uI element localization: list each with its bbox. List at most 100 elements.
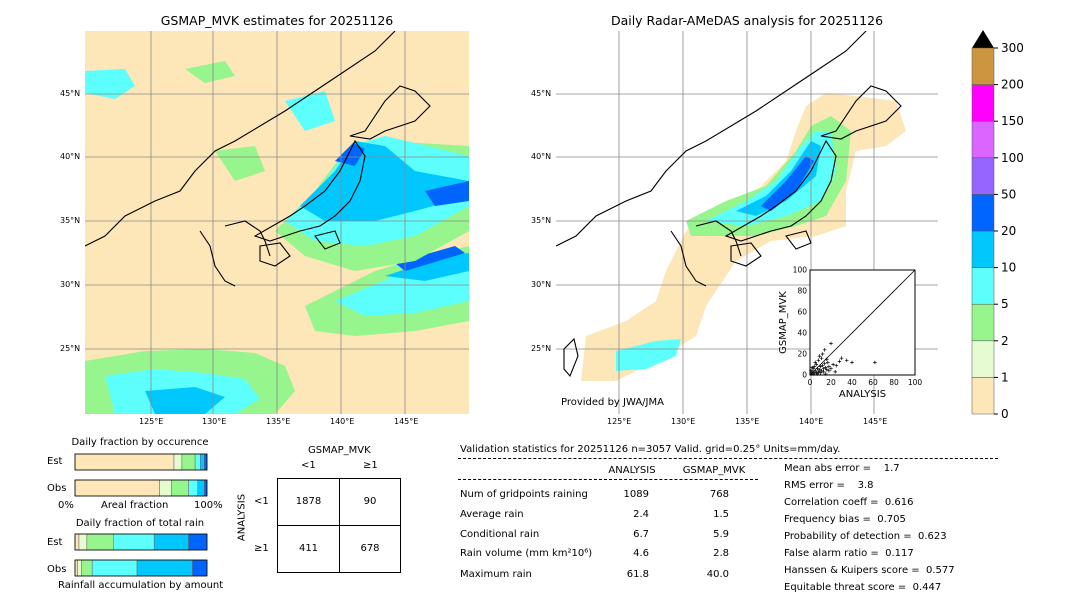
scatter-point [821,370,826,374]
scatter-point [823,372,828,376]
score-hk: Hanssen & Kuipers score = 0.577 [784,565,955,576]
occurrence-bar-segment [200,453,205,471]
colorbar: 0 1 2 5 10 20 50 100 150 200 300 [971,30,1024,421]
contingency-row-header: ANALYSIS [236,493,248,542]
left-lat-label-40: 40°N [60,152,81,161]
stat-gsmap-average: 1.5 [713,509,729,520]
data-credit: Provided by JWA/JMA [561,397,664,408]
scatter-point [817,367,822,372]
total-rain-bar-segment [86,533,114,551]
scatter-x-tick-label: 20 [826,378,836,387]
total-rain-bar-segment [136,559,193,577]
total-rain-bar-segment [81,559,93,577]
colorbar-tick-label: 20 [1001,224,1016,238]
colorbar-segment [971,340,995,378]
occurrence-bar-frame [74,453,208,471]
stat-gsmap-maximum: 40.0 [706,569,729,580]
right-lon-label-145: 145°E [863,417,888,426]
occurrence-bar-segment [181,453,196,471]
left-map-title: GSMAP_MVK estimates for 20251126 [160,13,394,28]
scatter-point [834,363,839,368]
right-lat-label-30: 30°N [531,280,552,289]
scatter-x-label: ANALYSIS [839,389,886,400]
scatter-x-tick-label: 60 [868,378,878,387]
occurrence-bar-segment [74,479,160,497]
colorbar-tick-label: 0 [1001,407,1009,421]
stat-gsmap-volume: 2.8 [713,548,729,559]
right-lon-label-130: 130°E [671,417,696,426]
left-map-coastline [85,31,431,287]
contingency-cell-fn: 411 [298,543,319,554]
total-rain-bar-segment [74,533,80,551]
left-lon-label-130: 130°E [202,417,227,426]
left-map [85,31,469,414]
stat-label-average: Average rain [460,509,524,520]
colorbar-tick-label: 2 [1001,334,1009,348]
occurrence-axis-left: 0% [58,500,74,511]
scatter-x-tick-label: 100 [908,378,923,387]
colorbar-tick-label: 5 [1001,297,1009,311]
stat-analysis-conditional: 6.7 [633,529,649,540]
left-lat-label-35: 35°N [60,216,81,225]
colorbar-tick-label: 10 [1001,261,1016,275]
scatter-point [818,364,823,369]
colorbar-tick-label: 300 [1001,41,1024,55]
occurrence-bar-segment [194,453,201,471]
stat-analysis-volume: 4.6 [633,548,649,559]
scatter-point [813,360,818,365]
total-rain-bar-frame [74,559,208,577]
total-rain-label-est: Est [47,537,63,548]
right-map-coastline [556,31,902,378]
score-mean-abs-error: Mean abs error = 1.7 [784,463,900,474]
scatter-point [819,356,824,360]
scatter-point [850,360,854,365]
left-lat-label-30: 30°N [60,280,81,289]
colorbar-segment [971,194,995,232]
occurrence-bar-segment [74,453,175,471]
right-lon-label-140: 140°E [799,417,824,426]
scatter-diagonal [809,269,916,376]
scatter-point [822,361,827,366]
contingency-cell-fp: 90 [363,496,377,507]
occurrence-bar-segment [171,479,189,497]
stat-analysis-average: 2.4 [633,509,649,520]
contingency-row-label-ge1: ≥1 [254,543,269,554]
scatter-y-tick-label: 0 [802,371,807,380]
scatter-y-tick-label: 20 [797,350,807,359]
contingency-table: 1878 90 411 678 [277,478,401,573]
right-lat-label-35: 35°N [531,216,552,225]
scatter-point [826,360,830,365]
occurrence-label-obs: Obs [47,483,67,494]
occurrence-label-est: Est [47,456,63,467]
scatter-point [827,364,831,369]
colorbar-tick-label: 150 [1001,114,1024,128]
score-far: False alarm ratio = 0.117 [784,548,914,559]
total-rain-bar-segment [192,559,208,577]
occurrence-bar-segment [188,479,199,497]
right-lon-label-135: 135°E [735,417,760,426]
scatter-point [831,362,835,367]
scatter-point [816,370,821,374]
scatter-point [812,364,816,369]
colorbar-tick-label: 50 [1001,187,1016,201]
colorbar-tick-label: 1 [1001,370,1009,384]
scatter-y-tick-label: 80 [797,287,807,296]
left-map-rain-field [85,61,469,414]
scatter-point [822,348,827,352]
scatter-point [829,366,833,371]
total-rain-bar-segment [77,559,82,577]
scatter-point [810,365,814,370]
left-lon-label-145: 145°E [394,417,419,426]
total-rain-bar-chart [74,533,208,577]
contingency-cell-tn: 1878 [295,496,322,507]
colorbar-segment [971,120,995,159]
scatter-y-label: GSMAP_MVK [778,291,789,354]
occurrence-bar-segment [159,479,172,497]
stat-analysis-gridpoints: 1089 [623,489,649,500]
right-lat-label-40: 40°N [531,152,552,161]
colorbar-tick-label: 100 [1001,151,1024,165]
scatter-point [829,341,833,346]
score-frequency-bias: Frequency bias = 0.705 [784,514,906,525]
colorbar-segment [971,267,995,305]
validation-col-analysis: ANALYSIS [608,465,656,476]
